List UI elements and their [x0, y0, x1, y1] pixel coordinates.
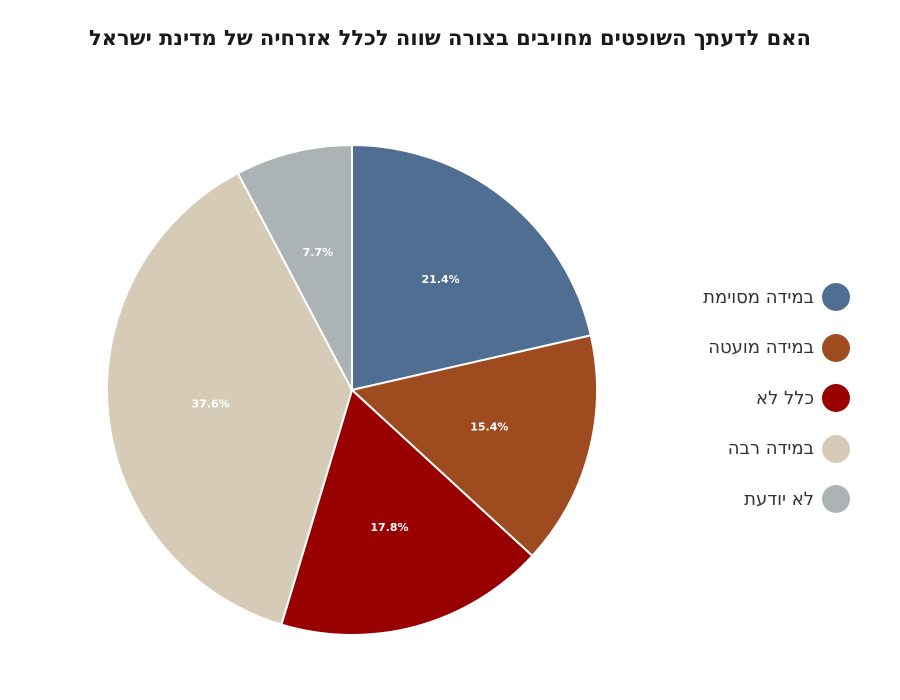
slice-data-label: 7.7% — [303, 246, 334, 259]
legend-swatch — [822, 485, 850, 514]
pie-slice — [351, 143, 593, 392]
chart-title: האם לדעתך השופטים מחויבים בצורה שווה לכל… — [89, 26, 811, 50]
legend-label: במידה מועטה — [708, 337, 814, 359]
legend-label: לא יודעת — [744, 488, 814, 510]
slice-data-label: 21.4% — [422, 273, 460, 286]
pie-slice — [349, 334, 598, 558]
slice-data-label: 17.8% — [370, 521, 408, 534]
legend-swatch — [822, 384, 850, 413]
legend-swatch — [822, 434, 850, 463]
slice-data-label: 37.6% — [192, 398, 230, 411]
legend-item: במידה מועטה — [620, 323, 850, 374]
legend-label: במידה מסוימת — [703, 286, 814, 308]
legend-item: כלל לא — [620, 373, 850, 424]
pie-slice — [106, 171, 354, 626]
legend-item: לא יודעת — [620, 474, 850, 525]
legend-swatch — [822, 283, 850, 312]
legend: במידה מסוימת במידה מועטה כלל לא במידה רבה לא… — [620, 272, 850, 525]
slice-data-label: 15.4% — [470, 421, 508, 434]
legend-label: במידה רבה — [727, 438, 814, 460]
pie-slice — [236, 143, 353, 391]
legend-item: במידה מסוימת — [620, 272, 850, 323]
legend-item: במידה רבה — [620, 424, 850, 475]
legend-label: כלל לא — [756, 387, 814, 409]
pie-slice — [280, 388, 534, 636]
legend-swatch — [822, 333, 850, 362]
